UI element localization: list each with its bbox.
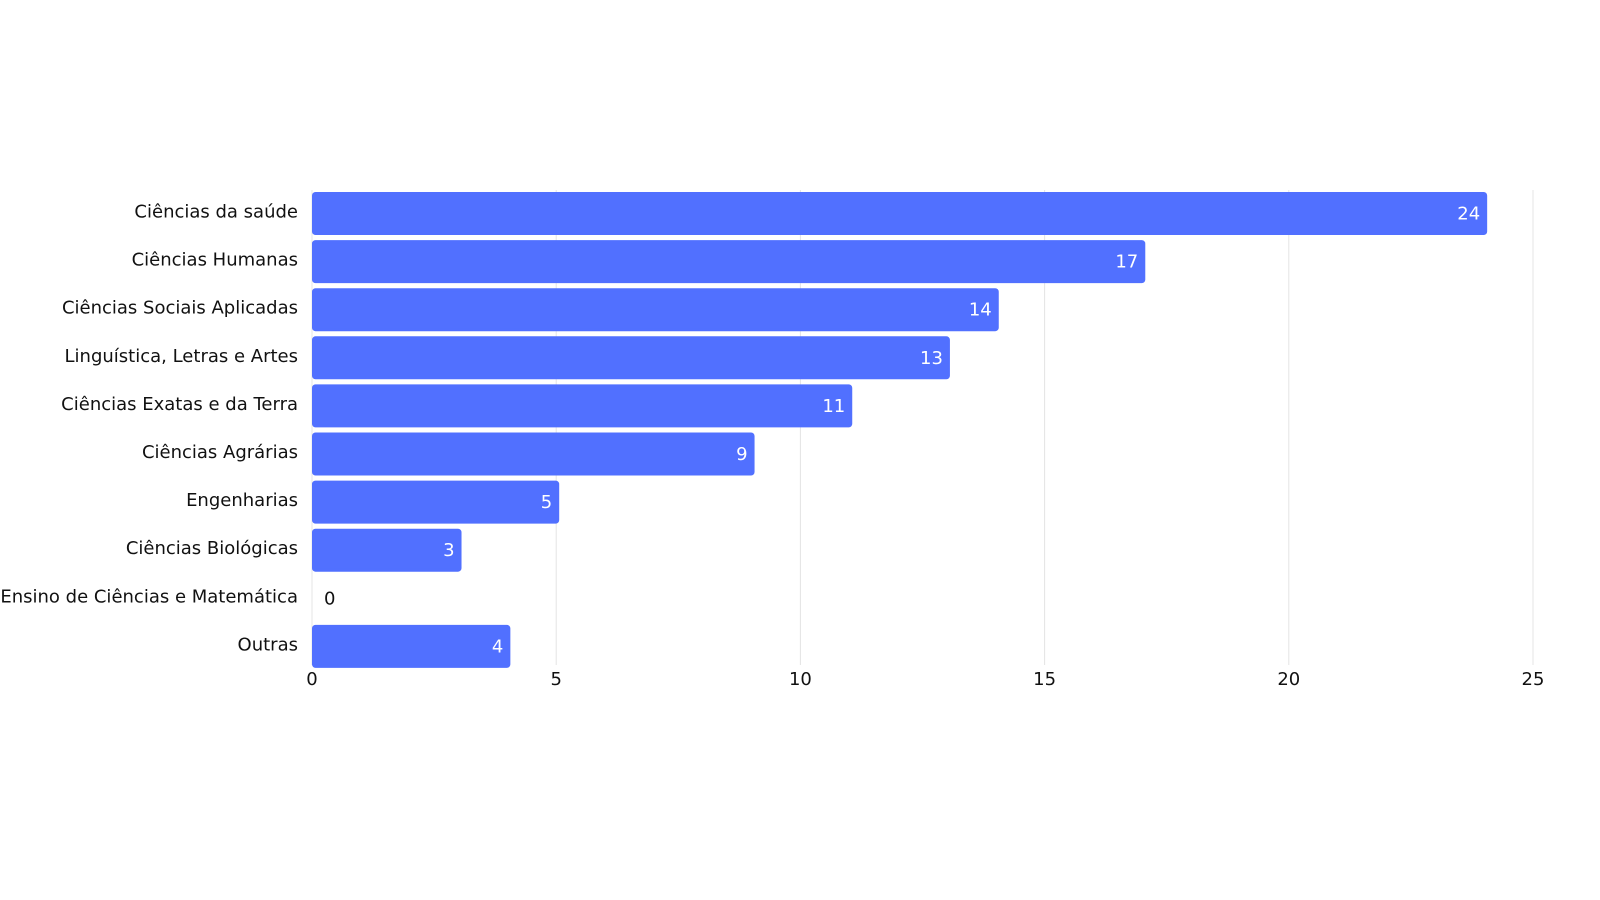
value-label: 4 xyxy=(492,636,503,657)
bar xyxy=(312,288,999,332)
bar xyxy=(312,192,1488,235)
x-tick-label: 15 xyxy=(1033,669,1056,690)
bar xyxy=(312,384,853,428)
value-label: 14 xyxy=(969,300,992,321)
bar xyxy=(312,240,1146,284)
bar xyxy=(312,624,511,668)
bar xyxy=(312,480,560,524)
value-label: 3 xyxy=(443,540,454,561)
y-tick-label: Ciências da saúde xyxy=(134,202,298,223)
y-tick-label: Outras xyxy=(238,634,298,655)
y-tick-label: Ciências Biológicas xyxy=(126,538,298,559)
y-tick-label: Ciências Sociais Aplicadas xyxy=(62,298,298,319)
x-tick-label: 25 xyxy=(1522,669,1545,690)
value-label: 17 xyxy=(1115,252,1138,273)
value-label: 0 xyxy=(324,588,335,609)
y-tick-label: Ensino de Ciências e Matemática xyxy=(0,586,298,607)
value-label: 11 xyxy=(822,396,845,417)
bar xyxy=(312,432,755,476)
y-tick-label: Ciências Humanas xyxy=(132,250,298,271)
y-tick-label: Ciências Exatas e da Terra xyxy=(61,394,298,415)
y-tick-label: Engenharias xyxy=(186,490,298,511)
x-tick-label: 10 xyxy=(789,669,812,690)
y-tick-label: Linguística, Letras e Artes xyxy=(65,346,298,367)
value-label: 9 xyxy=(736,444,747,465)
value-label: 13 xyxy=(920,348,943,369)
bar xyxy=(312,528,462,572)
bar xyxy=(312,336,950,380)
y-tick-label: Ciências Agrárias xyxy=(142,442,298,463)
x-tick-label: 0 xyxy=(306,669,317,690)
value-label: 24 xyxy=(1457,204,1480,225)
x-tick-label: 20 xyxy=(1277,669,1300,690)
value-label: 5 xyxy=(541,492,552,513)
x-tick-label: 5 xyxy=(550,669,561,690)
